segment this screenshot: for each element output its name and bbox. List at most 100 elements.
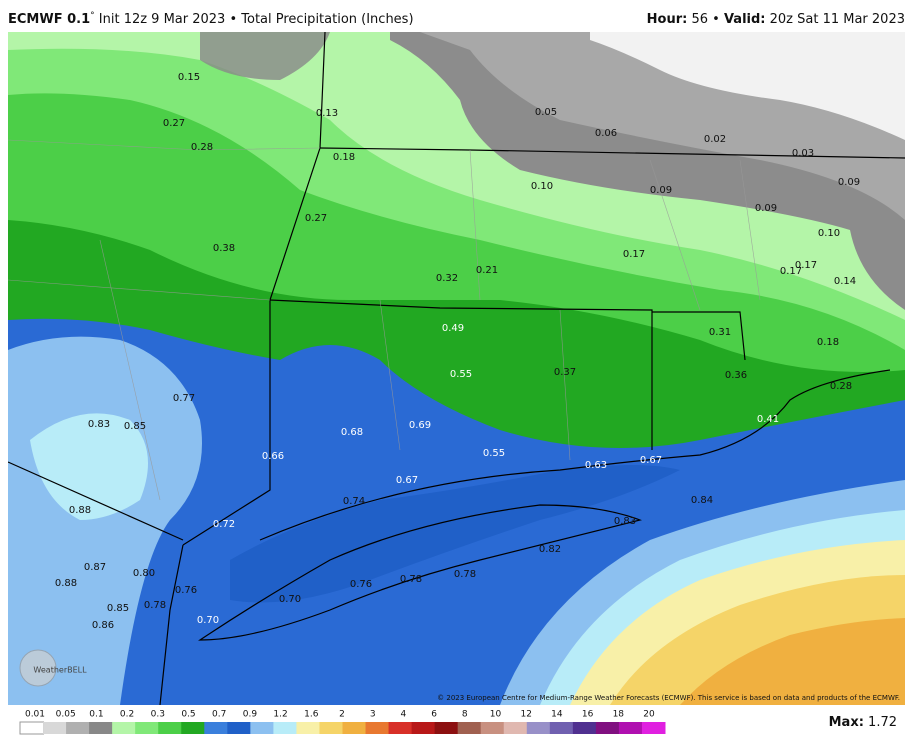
colorbar-tick: 8 — [462, 710, 468, 720]
hour-label: Hour: — [647, 12, 688, 27]
map-value-label: 0.02 — [704, 134, 726, 145]
colorbar-swatch — [480, 722, 505, 734]
map-value-label: 0.68 — [341, 427, 363, 438]
valid-label: Valid: — [724, 12, 766, 27]
map-value-label: 0.70 — [279, 594, 301, 605]
map-value-label: 0.86 — [92, 620, 114, 631]
hour: 56 • — [687, 12, 724, 27]
map-value-label: 0.83 — [88, 419, 110, 430]
map-value-label: 0.72 — [213, 519, 235, 530]
map-value-label: 0.83 — [614, 516, 636, 527]
map-value-label: 0.66 — [262, 451, 284, 462]
colorbar-swatch — [411, 722, 436, 734]
map-value-label: 0.27 — [163, 118, 185, 129]
map-value-label: 0.82 — [539, 544, 561, 555]
colorbar-swatch — [641, 722, 666, 734]
map-value-label: 0.87 — [84, 562, 106, 573]
colorbar-tick: 1.6 — [304, 710, 319, 720]
map-value-label: 0.85 — [107, 603, 129, 614]
colorbar-swatch — [434, 722, 459, 734]
colorbar-swatch — [342, 722, 367, 734]
colorbar-tick: 3 — [370, 710, 376, 720]
map-value-label: 0.55 — [483, 448, 505, 459]
map-value-label: 0.31 — [709, 327, 731, 338]
colorbar-swatch — [66, 722, 90, 734]
map-value-label: 0.28 — [191, 142, 213, 153]
colorbar-swatch — [319, 722, 343, 734]
title: ECMWF 0.1° Init 12z 9 Mar 2023 • Total P… — [8, 11, 414, 27]
map-value-label: 0.78 — [454, 569, 476, 580]
map-value-label: 0.63 — [585, 460, 607, 471]
map-value-label: 0.78 — [144, 600, 166, 611]
colorbar-tick: 6 — [431, 710, 437, 720]
map-value-label: 0.80 — [133, 568, 155, 579]
colorbar-swatch — [526, 722, 551, 734]
colorbar-tick: 4 — [401, 710, 407, 720]
map-value-label: 0.15 — [178, 72, 200, 83]
map-value-label: 0.09 — [838, 177, 860, 188]
map-value-label: 0.37 — [554, 367, 576, 378]
map-value-label: 0.17 — [780, 266, 802, 277]
colorbar-swatch — [89, 722, 113, 734]
colorbar-swatch — [135, 722, 159, 734]
map-value-label: 0.17 — [795, 260, 817, 271]
credit: © 2023 European Centre for Medium-Range … — [437, 694, 900, 702]
colorbar-swatch — [112, 722, 136, 734]
map-value-label: 0.13 — [316, 108, 338, 119]
map-value-label: 0.06 — [595, 128, 617, 139]
colorbar-swatch — [19, 721, 45, 735]
map-value-label: 0.21 — [476, 265, 498, 276]
map-value-label: 0.55 — [450, 369, 472, 380]
max: Max: 1.72 — [829, 715, 897, 730]
colorbar-swatch — [572, 722, 597, 734]
colorbar-swatch — [204, 722, 228, 734]
map-value-label: 0.09 — [755, 203, 777, 214]
map-value-label: 0.09 — [650, 185, 672, 196]
map-value-label: 0.17 — [623, 249, 645, 260]
map-value-label: 0.74 — [343, 496, 365, 507]
map-value-label: 0.05 — [535, 107, 557, 118]
map-value-label: 0.27 — [305, 213, 327, 224]
map-value-label: 0.38 — [213, 243, 235, 254]
colorbar-tick: 0.7 — [212, 710, 226, 720]
map-value-label: 0.10 — [531, 181, 553, 192]
colorbar-tick: 0.1 — [89, 710, 103, 720]
map-value-label: 0.18 — [817, 337, 839, 348]
valid: 20z Sat 11 Mar 2023 — [766, 12, 906, 27]
colorbar-tick: 1.2 — [273, 710, 287, 720]
colorbar-tick: 18 — [613, 710, 625, 720]
model: ECMWF 0.1 — [8, 12, 90, 27]
colorbar-tick: 10 — [490, 710, 502, 720]
colorbar-tick: 16 — [582, 710, 594, 720]
colorbar-swatch — [250, 722, 274, 734]
colorbar-tick: 12 — [520, 710, 531, 720]
colorbar-swatch — [549, 722, 574, 734]
colorbar-swatch — [181, 722, 205, 734]
max-label: Max: — [829, 715, 864, 730]
valid-time: Hour: 56 • Valid: 20z Sat 11 Mar 2023 — [647, 12, 905, 27]
colorbar-swatch — [43, 722, 67, 734]
map-value-label: 0.36 — [725, 370, 747, 381]
logo: WeatherBELL — [33, 666, 87, 675]
map-value-label: 0.28 — [830, 381, 852, 392]
colorbar-swatch — [365, 722, 390, 734]
map-value-label: 0.41 — [757, 414, 779, 425]
map-value-label: 0.69 — [409, 420, 431, 431]
colorbar-swatch — [227, 722, 251, 734]
map-value-label: 0.67 — [640, 455, 662, 466]
colorbar-swatch — [618, 722, 643, 734]
map-value-label: 0.32 — [436, 273, 458, 284]
map-value-label: 0.70 — [197, 615, 219, 626]
colorbar-tick: 0.5 — [181, 710, 195, 720]
colorbar-swatch — [503, 722, 528, 734]
colorbar-tick: 2 — [339, 710, 345, 720]
map-value-label: 0.78 — [400, 574, 422, 585]
colorbar-tick: 0.9 — [243, 710, 258, 720]
colorbar-tick: 0.01 — [25, 710, 45, 720]
map-value-label: 0.76 — [350, 579, 372, 590]
map-value-label: 0.49 — [442, 323, 464, 334]
max-value: 1.72 — [864, 715, 897, 730]
colorbar-tick: 0.2 — [120, 710, 134, 720]
map-value-label: 0.77 — [173, 393, 195, 404]
